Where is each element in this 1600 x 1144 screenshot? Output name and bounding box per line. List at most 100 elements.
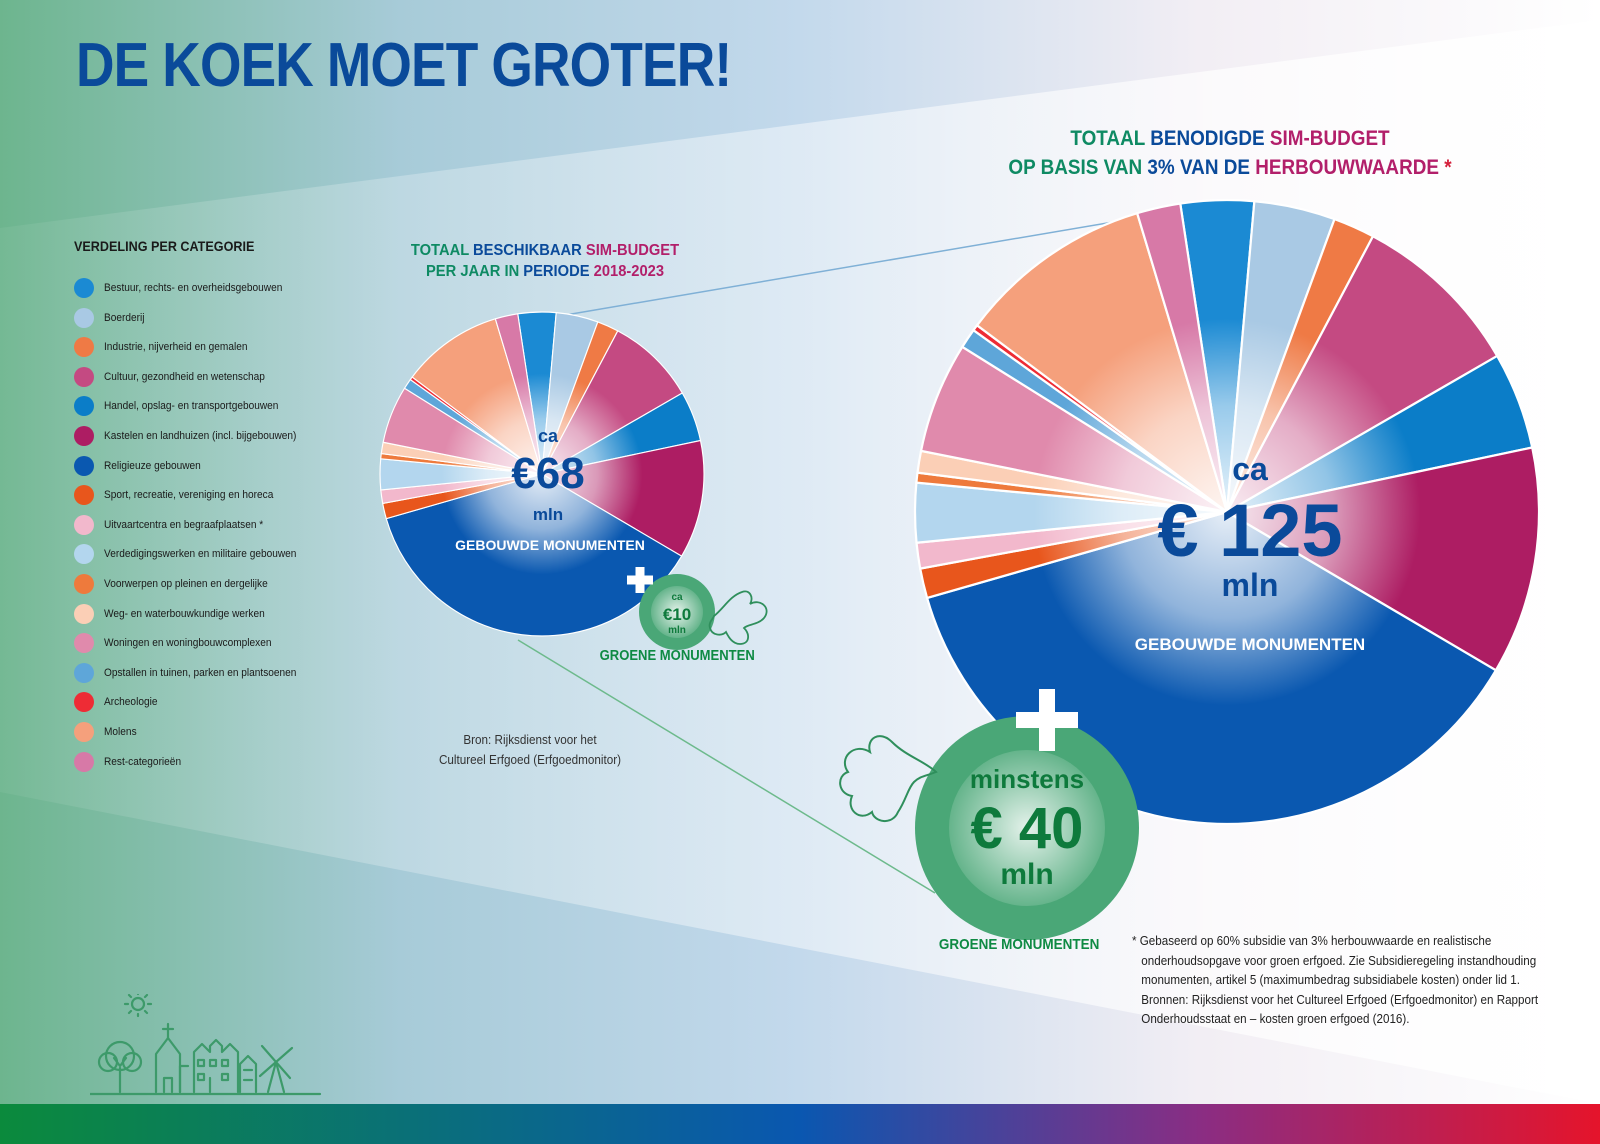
heading-word: SIM-BUDGET [1269,127,1390,150]
large-center-ca: ca [1232,451,1268,487]
footnote-text: * Gebaseerd op 60% subsidie van 3% herbo… [1132,934,1537,987]
legend-label: Voorwerpen op pleinen en dergelijke [104,578,268,590]
large-chart-heading: TOTAAL BENODIGDE SIM-BUDGET OP BASIS VAN… [1005,124,1455,182]
legend-item: Handel, opslag- en transportgebouwen [74,394,294,418]
heading-word: HERBOUWWAARDE [1255,156,1439,179]
small-green-inner [651,586,703,638]
legend-label: Religieuze gebouwen [104,459,201,472]
legend-label: Weg- en waterbouwkundige werken [104,607,265,620]
legend-swatch [74,337,94,358]
legend-label: Bestuur, rechts- en overheidsgebouwen [104,282,283,294]
large-center-unit: mln [1222,567,1279,603]
legend-item: Bestuur, rechts- en overheidsgebouwen [74,276,298,300]
source-line: Bron: Rijksdienst voor het [463,732,597,747]
legend-swatch [74,514,94,535]
heading-word: 2018-2023 [593,263,665,280]
small-center-value: €68 [511,449,584,498]
large-green-value: € 40 [971,796,1084,861]
green-monuments-label-small: GROENE MONUMENTEN [599,648,755,664]
legend-title: VERDELING PER CATEGORIE [74,238,255,254]
village-skyline-icon [90,994,322,1096]
legend-item: Kastelen en landhuizen (incl. bijgebouwe… [74,424,313,448]
legend-item: Opstallen in tuinen, parken en plantsoen… [74,661,313,685]
legend-label: Sport, recreatie, vereniging en horeca [104,489,274,502]
legend-item: Weg- en waterbouwkundige werken [74,602,279,626]
small-center-sheen [441,373,643,575]
heading-word: 3% VAN DE [1147,156,1256,179]
legend-label: Boerderij [104,311,145,324]
legend-item: Voorwerpen op pleinen en dergelijke [74,572,282,596]
legend-label: Industrie, nijverheid en gemalen [104,341,248,354]
source-line: Cultureel Erfgoed (Erfgoedmonitor) [438,752,622,767]
heading-word: PERIODE [523,263,594,280]
footnote: * Gebaseerd op 60% subsidie van 3% herbo… [1132,932,1541,1030]
small-green-value: €10 [663,605,691,624]
legend-swatch [74,722,94,742]
legend-swatch [74,278,94,298]
legend-swatch [74,574,94,594]
gradient-bar [0,1104,1600,1144]
heading-word: OP BASIS VAN [1008,156,1148,179]
legend-label: Archeologie [104,696,158,709]
legend-swatch [74,692,94,713]
legend-label: Woningen en woningbouwcomplexen [104,637,272,650]
heading-word: TOTAAL [410,242,474,259]
connector-line [547,213,1161,319]
heading-word: TOTAAL [1070,127,1151,150]
legend-swatch [74,366,94,387]
clover-leaf-icon [839,735,938,822]
legend-item: Sport, recreatie, vereniging en horeca [74,483,288,507]
legend-item: Molens [74,720,139,744]
connector-line [517,639,936,894]
asterisk: * [1438,156,1452,179]
legend-swatch [74,307,94,328]
small-chart-heading: TOTAAL BESCHIKBAAR SIM-BUDGET PER JAAR I… [393,240,697,282]
small-center-unit: mln [533,505,563,524]
legend-item: Archeologie [74,690,162,714]
legend-swatch [74,544,94,565]
footnote-sources: Bronnen: Rijksdienst voor het Cultureel … [1141,992,1539,1027]
legend-item: Industrie, nijverheid en gemalen [74,335,260,359]
heading-word: PER JAAR IN [425,263,524,280]
legend-item: Uitvaartcentra en begraafplaatsen * [74,513,277,537]
small-green-unit: mln [668,625,686,636]
legend-swatch [74,396,94,417]
legend-swatch [74,603,94,624]
small-center-ca: ca [538,426,559,446]
heading-word: SIM-BUDGET [585,242,680,259]
legend-swatch [74,662,94,683]
green-monuments-label-large: GROENE MONUMENTEN [938,936,1100,953]
legend-label: Molens [104,726,137,738]
source-note: Bron: Rijksdienst voor het Cultureel Erf… [422,730,638,770]
legend-item: Rest-categorieën [74,750,188,774]
legend-item: Boerderij [74,306,148,330]
page-title: DE KOEK MOET GROTER! [76,31,732,100]
large-green-prefix: minstens [970,764,1084,794]
plus-icon [627,567,653,593]
plus-icon [1016,689,1078,751]
small-green-ca: ca [671,592,683,603]
legend-label: Verdedigingswerken en militaire gebouwen [104,548,297,561]
legend-label: Handel, opslag- en transportgebouwen [104,400,279,413]
large-center-sheen [1033,318,1421,706]
large-center-label: GEBOUWDE MONUMENTEN [1135,635,1365,654]
large-center-value: € 125 [1157,489,1342,572]
legend-label: Uitvaartcentra en begraafplaatsen * [104,518,264,531]
legend-label: Rest-categorieën [104,755,182,768]
legend-swatch [74,426,94,446]
legend-label: Kastelen en landhuizen (incl. bijgebouwe… [104,430,297,442]
legend-swatch [74,455,94,476]
large-green-inner [949,750,1105,906]
large-green-unit: mln [1000,858,1053,891]
legend-item: Cultuur, gezondheid en wetenschap [74,365,279,389]
heading-word: BENODIGDE [1150,127,1270,150]
heading-word: BESCHIKBAAR [473,242,586,259]
clover-leaf-icon [708,590,768,645]
legend-item: Woningen en woningbouwcomplexen [74,631,286,655]
legend-label: Cultuur, gezondheid en wetenschap [104,370,265,383]
legend-item: Religieuze gebouwen [74,454,209,478]
legend-label: Opstallen in tuinen, parken en plantsoen… [104,666,297,679]
legend-swatch [74,485,94,506]
legend-swatch [74,633,94,654]
